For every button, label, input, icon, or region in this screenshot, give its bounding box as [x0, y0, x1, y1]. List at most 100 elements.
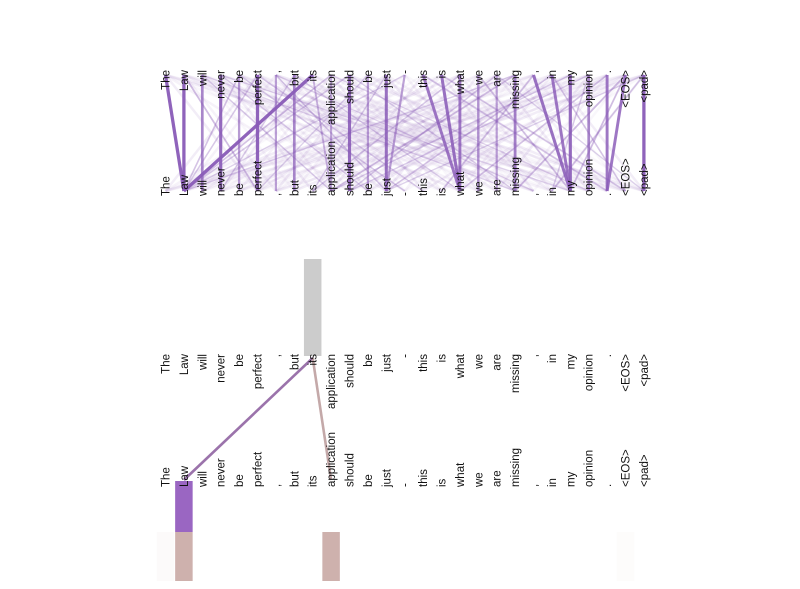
- attention-link-14-16: [421, 74, 462, 192]
- faint-attention-link: [532, 74, 627, 192]
- bottom-source-token-24[interactable]: .: [602, 354, 614, 357]
- attention-link-21-25: [551, 74, 627, 192]
- bottom-source-token-26[interactable]: <pad>: [639, 354, 651, 387]
- top-target-token-26: <pad>: [639, 163, 651, 196]
- bottom-source-token-1[interactable]: Law: [179, 353, 191, 375]
- bottom-source-token-5[interactable]: perfect: [253, 353, 265, 389]
- top-source-token-13: -: [400, 70, 412, 74]
- bottom-source-token-22[interactable]: my: [565, 354, 577, 370]
- focused-attention-highlights: [156, 259, 635, 581]
- attention-link-26-12: [386, 74, 645, 192]
- attention-link-4-1: [183, 74, 240, 192]
- focused-attention-links: [183, 357, 333, 481]
- bottom-source-token-6[interactable]: ,: [271, 354, 283, 357]
- top-source-token-22: my: [565, 70, 577, 86]
- bottom-source-token-16[interactable]: what: [455, 353, 467, 379]
- bottom-source-token-18[interactable]: are: [492, 354, 504, 371]
- focused-link-to-1: [183, 357, 314, 481]
- attention-link-9-23: [330, 74, 589, 192]
- selected-token-highlight: [303, 259, 322, 356]
- attention-link-23-21: [551, 74, 590, 192]
- bottom-source-token-17[interactable]: we: [473, 354, 485, 370]
- top-source-token-0: The: [161, 70, 173, 90]
- bottom-source-token-7[interactable]: but: [289, 353, 301, 370]
- faint-attention-link: [293, 74, 388, 192]
- bottom-target-token-14: this: [418, 469, 430, 487]
- top-target-token-4: be: [234, 183, 246, 196]
- attention-link-2-19: [202, 74, 516, 192]
- top-source-token-4: be: [234, 70, 246, 83]
- faint-attention-link: [330, 74, 425, 192]
- bottom-source-token-14[interactable]: this: [418, 354, 430, 372]
- bottom-source-token-15[interactable]: is: [437, 354, 449, 363]
- faint-attention-link: [293, 73, 571, 193]
- bottom-source-token-23[interactable]: opinion: [584, 354, 596, 391]
- faint-attention-link: [220, 73, 498, 193]
- full-attention-target-tokens: The Law will never be perfect, but its applicati…: [161, 141, 651, 197]
- faint-attention-link: [385, 74, 480, 192]
- bottom-source-token-10[interactable]: should: [345, 354, 357, 388]
- attention-link-17-22: [477, 74, 571, 192]
- bottom-source-token-12[interactable]: just: [381, 353, 393, 373]
- faint-attention-link: [256, 74, 351, 192]
- top-target-token-0: The: [161, 176, 173, 196]
- bottom-source-token-2[interactable]: will: [197, 354, 209, 371]
- attention-link-16-8: [312, 74, 461, 192]
- faint-attention-link: [293, 74, 388, 192]
- faint-attention-link: [367, 73, 645, 193]
- attention-link-13-1: [183, 74, 406, 192]
- bottom-target-token-16: what: [455, 462, 467, 488]
- faint-attention-link: [164, 74, 259, 192]
- attention-link-20-22: [532, 74, 572, 192]
- faint-attention-link: [183, 73, 645, 193]
- bottom-source-token-21[interactable]: in: [547, 354, 559, 363]
- bottom-target-token-6: ,: [271, 484, 283, 487]
- faint-attention-link: [330, 73, 608, 193]
- top-source-token-23: opinion: [584, 70, 596, 107]
- bottom-source-token-0[interactable]: The: [161, 354, 173, 374]
- faint-attention-link: [330, 74, 425, 192]
- attention-link-0-1: [163, 74, 186, 192]
- top-source-token-19: missing: [510, 70, 522, 109]
- bottom-source-token-20[interactable]: ,: [529, 354, 541, 357]
- target-highlight-9-lower: [322, 532, 340, 581]
- faint-attention-link: [349, 73, 626, 193]
- attention-link-14-24: [422, 74, 608, 192]
- bottom-source-token-4[interactable]: be: [234, 354, 246, 367]
- bottom-target-token-24: .: [602, 484, 614, 487]
- bottom-source-token-8[interactable]: its: [308, 354, 320, 366]
- bottom-target-token-0: The: [161, 467, 173, 487]
- faint-attention-link: [183, 73, 461, 193]
- faint-attention-link: [238, 73, 516, 193]
- faint-attention-link: [349, 73, 626, 193]
- bottom-source-token-11[interactable]: be: [363, 354, 375, 367]
- bottom-source-token-3[interactable]: never: [216, 354, 228, 383]
- faint-attention-link: [422, 74, 517, 192]
- attention-link-25-22: [569, 74, 627, 192]
- bottom-source-token-19[interactable]: missing: [510, 354, 522, 393]
- faint-attention-link: [182, 74, 277, 192]
- bottom-target-token-26: <pad>: [639, 454, 651, 487]
- top-source-token-2: will: [197, 70, 209, 87]
- bottom-source-token-13[interactable]: -: [400, 354, 412, 358]
- attention-link-8-1: [182, 73, 314, 193]
- bottom-target-token-15: is: [437, 478, 449, 487]
- attention-link-24-16: [459, 74, 608, 192]
- attention-link-3-22: [220, 74, 571, 192]
- faint-attention-link: [495, 74, 590, 192]
- attention-link-6-12: [275, 74, 387, 192]
- bottom-target-token-20: ,: [529, 484, 541, 487]
- bottom-source-token-25[interactable]: <EOS>: [621, 354, 633, 392]
- top-source-token-10: should: [345, 70, 357, 104]
- top-source-token-16: what: [455, 69, 467, 95]
- faint-attention-link: [458, 74, 553, 192]
- top-target-token-11: be: [363, 183, 375, 196]
- faint-attention-link: [238, 74, 333, 192]
- faint-attention-link: [238, 73, 608, 193]
- bottom-source-token-9[interactable]: application: [326, 354, 338, 409]
- focused-attention-source-tokens[interactable]: The Law will never be perfect, but its applicati…: [161, 353, 651, 409]
- attention-link-23-10: [349, 74, 590, 192]
- attention-link-8-9: [311, 74, 333, 192]
- top-target-token-22: my: [565, 180, 577, 196]
- attention-link-1-5: [183, 74, 259, 192]
